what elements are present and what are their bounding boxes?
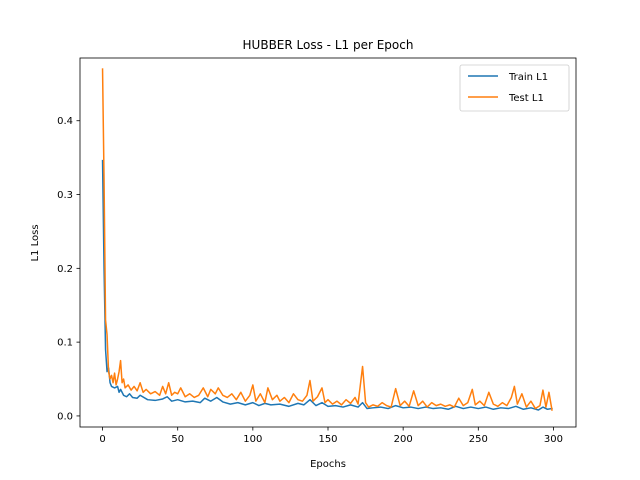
y-tick-label: 0.3 bbox=[57, 190, 73, 201]
y-axis: 0.0 0.1 0.2 0.3 0.4 bbox=[57, 116, 80, 422]
legend-label-train-l1: Train L1 bbox=[508, 72, 548, 83]
legend: Train L1 Test L1 bbox=[459, 64, 570, 112]
plot-area bbox=[101, 68, 553, 411]
y-tick-label: 0.4 bbox=[57, 116, 73, 127]
legend-label-test-l1: Test L1 bbox=[508, 93, 544, 104]
x-tick-label: 100 bbox=[243, 434, 262, 445]
x-tick-label: 50 bbox=[171, 434, 184, 445]
series-line-train-l1 bbox=[101, 159, 553, 411]
x-axis-label: Epochs bbox=[310, 459, 346, 470]
x-tick-label: 150 bbox=[318, 434, 337, 445]
plot-frame bbox=[79, 57, 577, 428]
x-tick-label: 300 bbox=[544, 434, 563, 445]
y-tick-label: 0.1 bbox=[57, 338, 73, 349]
x-tick-label: 200 bbox=[394, 434, 413, 445]
y-tick-label: 0.0 bbox=[57, 411, 73, 422]
series-line-test-l1 bbox=[101, 68, 553, 411]
x-tick-label: 0 bbox=[99, 434, 105, 445]
x-tick-label: 250 bbox=[469, 434, 488, 445]
y-axis-label: L1 Loss bbox=[30, 224, 41, 261]
x-axis: 0 50 100 150 200 250 300 bbox=[99, 427, 563, 445]
chart-title: HUBBER Loss - L1 per Epoch bbox=[243, 38, 414, 52]
y-tick-label: 0.2 bbox=[57, 264, 73, 275]
